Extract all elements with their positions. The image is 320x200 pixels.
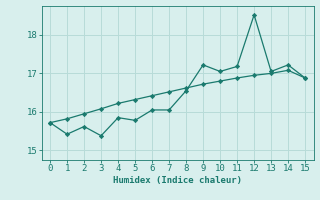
- X-axis label: Humidex (Indice chaleur): Humidex (Indice chaleur): [113, 176, 242, 185]
